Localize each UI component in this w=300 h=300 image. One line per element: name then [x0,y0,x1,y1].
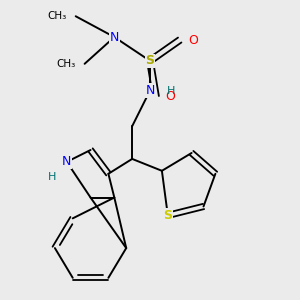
Text: O: O [165,90,175,103]
Text: N: N [62,155,71,168]
Text: N: N [145,84,155,97]
Text: O: O [189,34,199,46]
Text: H: H [48,172,56,182]
Text: CH₃: CH₃ [47,11,67,21]
Text: S: S [146,54,154,67]
Text: H: H [167,85,175,96]
Text: N: N [110,31,119,44]
Text: CH₃: CH₃ [56,59,76,69]
Text: S: S [163,209,172,222]
